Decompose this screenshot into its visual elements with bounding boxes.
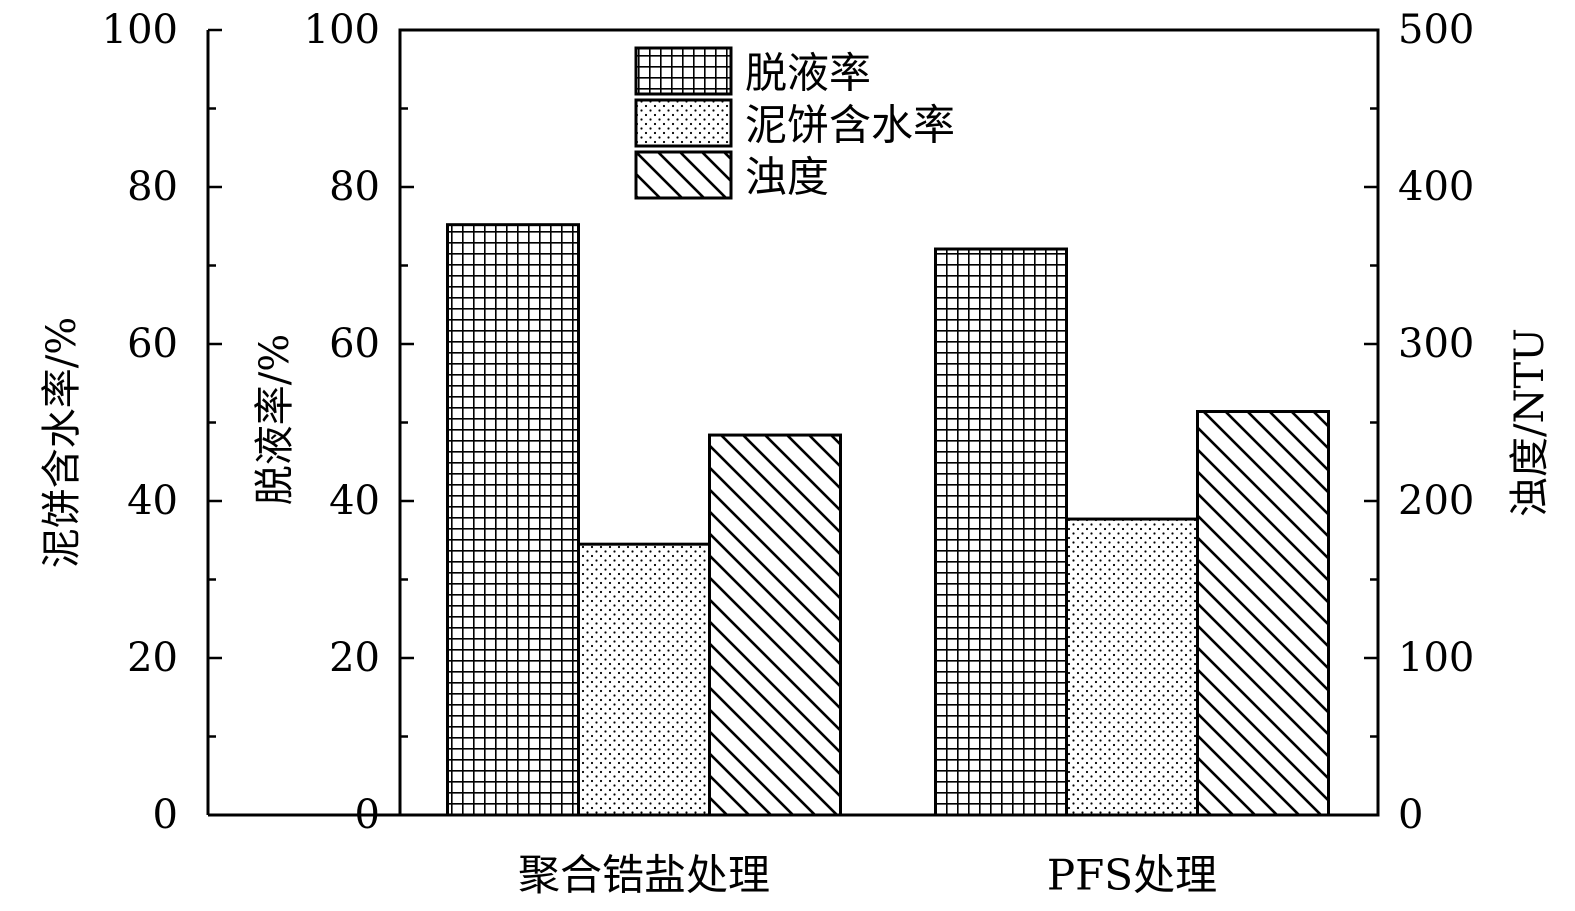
left-tick-label: 60 — [127, 321, 178, 367]
left-tick-label: 100 — [102, 7, 178, 53]
left-axis-title: 泥饼含水率/% — [39, 317, 85, 568]
right-tick-label: 400 — [1398, 164, 1474, 210]
middle-axis-title: 脱液率/% — [252, 334, 298, 505]
legend-swatch-grid — [634, 46, 733, 96]
middle-tick-label: 60 — [329, 321, 380, 367]
legend-label: 脱液率 — [745, 49, 871, 98]
middle-tick-label: 20 — [329, 635, 380, 681]
axes-layer: 0 20 40 60 80 100 0 20 40 60 80 100 0 100 200 300 400 500… — [39, 7, 1553, 900]
middle-tick-label: 40 — [329, 478, 380, 524]
legend-swatch-hatch — [634, 150, 733, 200]
middle-tick-label: 0 — [355, 792, 380, 838]
legend-label: 浊度 — [745, 153, 829, 202]
category-label: 聚合锆盐处理 — [518, 851, 770, 900]
legend-label: 泥饼含水率 — [745, 101, 955, 150]
middle-tick-label: 100 — [304, 7, 380, 53]
bar-dots-0 — [577, 542, 711, 817]
category-label: PFS处理 — [1047, 851, 1217, 900]
legend-swatch-dots — [634, 98, 733, 148]
bar-grid-1 — [934, 247, 1068, 817]
right-tick-label: 200 — [1398, 478, 1474, 524]
right-tick-label: 0 — [1398, 792, 1423, 838]
bar-dots-1 — [1065, 517, 1199, 817]
left-tick-label: 0 — [153, 792, 178, 838]
right-tick-label: 100 — [1398, 635, 1474, 681]
right-tick-label: 300 — [1398, 321, 1474, 367]
left-tick-label: 80 — [127, 164, 178, 210]
left-tick-label: 40 — [127, 478, 178, 524]
middle-tick-label: 80 — [329, 164, 380, 210]
bar-grid-0 — [446, 223, 580, 817]
right-axis-title: 浊度/NTU — [1507, 328, 1553, 517]
bars-layer — [446, 223, 1330, 817]
left-tick-label: 20 — [127, 635, 178, 681]
right-tick-label: 500 — [1398, 7, 1474, 53]
bar-hatch-0 — [708, 433, 842, 817]
bar-hatch-1 — [1196, 410, 1330, 817]
